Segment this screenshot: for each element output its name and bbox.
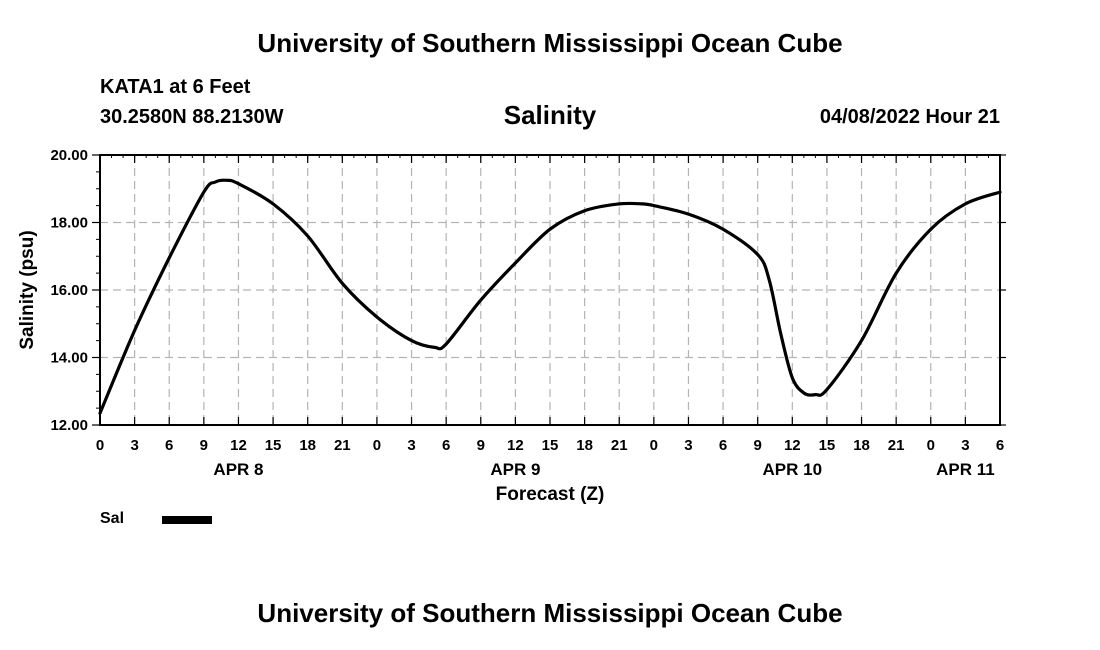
- x-tick-label: 21: [611, 437, 628, 454]
- x-tick-label: 3: [684, 437, 692, 454]
- x-tick-label: 0: [650, 437, 658, 454]
- x-tick-label: 15: [819, 437, 836, 454]
- x-tick-label: 6: [996, 437, 1004, 454]
- x-tick-label: 18: [853, 437, 870, 454]
- page-title: University of Southern Mississippi Ocean…: [257, 28, 843, 58]
- x-tick-label: 15: [265, 437, 282, 454]
- x-tick-label: 9: [477, 437, 485, 454]
- station-coordinates: 30.2580N 88.2130W: [100, 106, 284, 128]
- x-tick-label: 18: [576, 437, 593, 454]
- station-label: KATA1 at 6 Feet: [100, 76, 251, 98]
- x-tick-label: 3: [407, 437, 415, 454]
- footer-title: University of Southern Mississippi Ocean…: [257, 598, 843, 628]
- x-tick-label: 6: [165, 437, 173, 454]
- y-tick-label: 12.00: [50, 417, 88, 434]
- grid-layer: [100, 155, 1000, 425]
- x-tick-label: 12: [230, 437, 247, 454]
- x-tick-label: 6: [442, 437, 450, 454]
- series-layer: [98, 178, 1002, 415]
- x-tick-label: 18: [299, 437, 316, 454]
- x-day-label: APR 11: [936, 460, 995, 479]
- x-tick-label: 0: [373, 437, 381, 454]
- forecast-datetime: 04/08/2022 Hour 21: [819, 106, 1000, 128]
- x-tick-label: 3: [961, 437, 969, 454]
- chart-title: Salinity: [503, 100, 597, 130]
- x-tick-label: 21: [888, 437, 905, 454]
- x-tick-label: 21: [334, 437, 351, 454]
- x-tick-label: 15: [542, 437, 559, 454]
- label-layer: 0 3 6 9 12 15 18 21 0 3 6 9 12 15 18 21 0 3 6 9 12 15 18 21 0 3 6 1…: [50, 147, 1004, 479]
- y-tick-label: 16.00: [50, 282, 88, 299]
- x-day-label: APR 8: [213, 460, 263, 479]
- x-tick-label: 9: [200, 437, 208, 454]
- y-tick-label: 20.00: [50, 147, 88, 164]
- y-tick-label: 14.00: [50, 350, 88, 367]
- x-day-label: APR 9: [490, 460, 540, 479]
- series-line-sal: [98, 178, 1002, 415]
- x-tick-label: 6: [719, 437, 727, 454]
- y-tick-label: 18.00: [50, 215, 88, 232]
- legend-label: Sal: [100, 510, 125, 527]
- y-axis-label: Salinity (psu): [17, 230, 38, 349]
- x-tick-label: 0: [96, 437, 104, 454]
- x-tick-label: 12: [507, 437, 524, 454]
- x-tick-label: 0: [927, 437, 935, 454]
- plot-frame: [99, 154, 1001, 426]
- x-tick-label: 12: [784, 437, 801, 454]
- legend-swatch: [162, 516, 212, 524]
- x-tick-label: 3: [130, 437, 138, 454]
- x-day-label: APR 10: [763, 460, 823, 479]
- x-axis-label: Forecast (Z): [496, 484, 605, 505]
- x-tick-label: 9: [754, 437, 762, 454]
